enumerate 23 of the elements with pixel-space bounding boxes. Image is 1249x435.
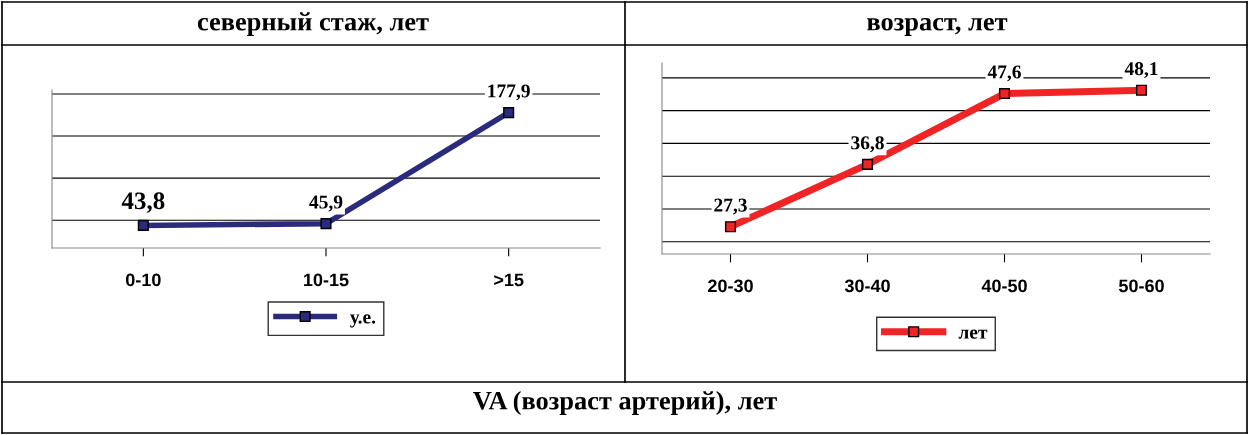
data-label: 43,8 xyxy=(121,192,165,213)
data-label: 45,9 xyxy=(309,195,343,212)
x-tick-label: 30-40 xyxy=(844,279,890,293)
x-tick-label: 10-15 xyxy=(304,273,349,287)
chart-title: возраст, лет xyxy=(867,17,1008,36)
point xyxy=(1135,84,1148,96)
data-label: 36,8 xyxy=(851,136,884,153)
text: VA (возраст артерий), лет xyxy=(473,391,777,415)
point xyxy=(861,158,874,170)
legend-label: у.е. xyxy=(350,314,376,328)
x-tick-label: >15 xyxy=(494,273,524,287)
data-label: 27,3 xyxy=(714,198,747,215)
x-tick-label: 20-30 xyxy=(708,279,753,293)
legend-label: лет xyxy=(958,329,988,339)
x-tick-label: 50-60 xyxy=(1118,279,1164,293)
x-tick-label: 0-10 xyxy=(125,273,161,287)
chart-title: северный стаж, лет xyxy=(197,12,429,36)
x-tick-label: 40-50 xyxy=(981,279,1027,293)
data-label: 48,1 xyxy=(1124,62,1158,79)
data-label: 177,9 xyxy=(488,84,530,101)
point xyxy=(998,88,1011,100)
data-label: 47,6 xyxy=(987,65,1021,82)
point xyxy=(724,221,737,233)
